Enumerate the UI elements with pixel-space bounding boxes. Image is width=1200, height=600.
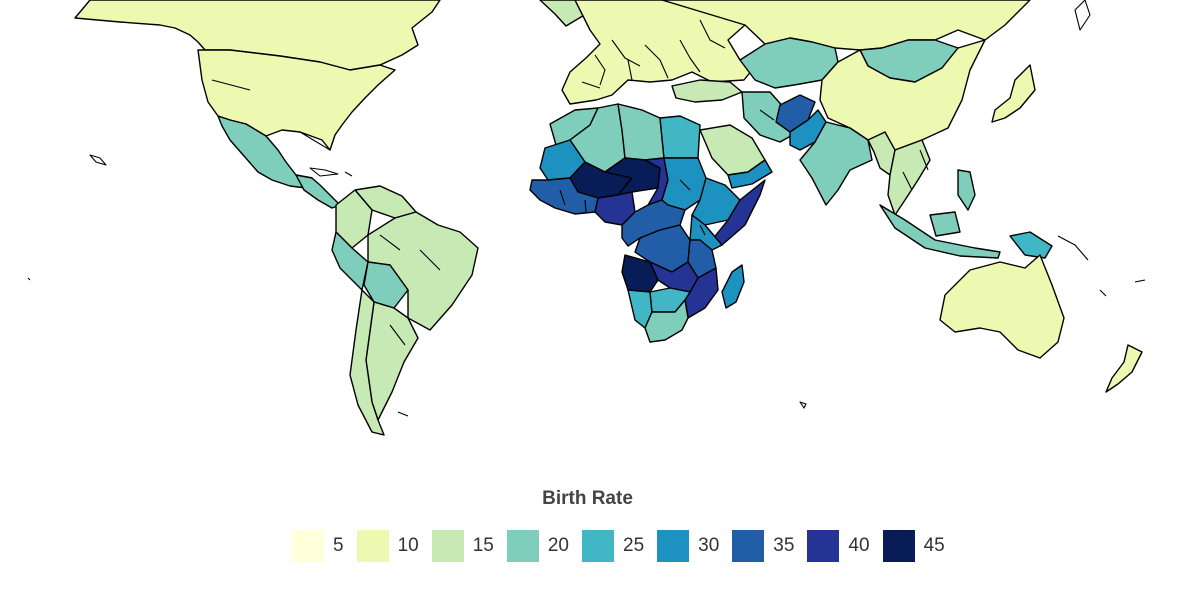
legend-label: 25 bbox=[623, 535, 645, 556]
legend-swatch bbox=[807, 530, 840, 562]
legend-item: 30 bbox=[657, 530, 719, 562]
legend-swatch bbox=[582, 530, 614, 562]
country-layer bbox=[74, 0, 1143, 436]
country-libya[interactable] bbox=[617, 103, 665, 161]
legend-item: 25 bbox=[582, 530, 644, 562]
legend-item: 5 bbox=[292, 530, 344, 562]
legend-item: 10 bbox=[356, 530, 419, 562]
country-new-zealand[interactable] bbox=[1105, 344, 1143, 393]
country-madagascar[interactable] bbox=[721, 264, 745, 309]
country-central-america[interactable] bbox=[295, 174, 341, 209]
legend-label: 20 bbox=[547, 535, 569, 556]
islands bbox=[27, 0, 1146, 417]
legend-item: 15 bbox=[431, 530, 494, 562]
legend-item: 35 bbox=[732, 530, 794, 562]
legend-item: 40 bbox=[807, 530, 870, 562]
legend-item: 45 bbox=[882, 530, 945, 562]
country-europe[interactable] bbox=[561, 0, 761, 105]
legend: 5 10 15 20 25 30 35 40 45 bbox=[292, 530, 958, 562]
country-indonesia[interactable] bbox=[879, 204, 1001, 259]
country-southeast-asia[interactable] bbox=[887, 139, 931, 216]
country-india[interactable] bbox=[799, 121, 873, 206]
legend-swatch bbox=[356, 530, 389, 562]
legend-swatch bbox=[882, 530, 915, 562]
legend-swatch bbox=[292, 530, 324, 562]
legend-label: 40 bbox=[848, 535, 870, 556]
country-japan[interactable] bbox=[991, 64, 1036, 123]
legend-swatch bbox=[506, 530, 539, 562]
legend-label: 15 bbox=[472, 535, 494, 556]
legend-item: 20 bbox=[506, 530, 569, 562]
legend-swatch bbox=[732, 530, 765, 562]
country-chile[interactable] bbox=[349, 289, 385, 436]
country-papua-new-guinea[interactable] bbox=[1009, 231, 1053, 259]
legend-label: 30 bbox=[698, 535, 720, 556]
legend-swatch bbox=[431, 530, 464, 562]
country-egypt[interactable] bbox=[659, 115, 701, 159]
country-turkey[interactable] bbox=[671, 79, 743, 103]
country-philippines[interactable] bbox=[957, 169, 976, 211]
legend-label: 5 bbox=[333, 535, 344, 556]
country-central-africa[interactable] bbox=[621, 199, 686, 247]
legend-label: 10 bbox=[397, 535, 419, 556]
legend-swatch bbox=[657, 530, 690, 562]
country-south-africa[interactable] bbox=[644, 299, 689, 343]
country-yemen[interactable] bbox=[727, 159, 773, 189]
internal-borders bbox=[211, 19, 929, 346]
country-australia[interactable] bbox=[939, 254, 1065, 359]
legend-label: 35 bbox=[773, 535, 795, 556]
country-somalia[interactable] bbox=[711, 179, 766, 246]
legend-label: 45 bbox=[923, 535, 945, 556]
legend-title: Birth Rate bbox=[542, 488, 633, 509]
